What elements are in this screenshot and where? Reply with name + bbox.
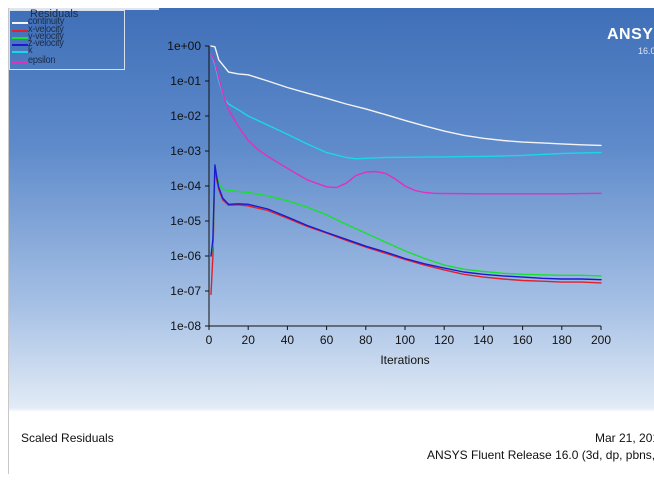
- y-tick-label: 1e-03: [170, 144, 201, 158]
- window-top-edge: [9, 8, 159, 10]
- legend-swatch-z-velocity: [12, 44, 28, 46]
- x-tick-label: 120: [434, 333, 454, 347]
- x-tick-label: 160: [513, 333, 533, 347]
- x-axis-label: Iterations: [380, 353, 429, 367]
- x-tick-label: 100: [395, 333, 415, 347]
- y-tick-label: 1e-01: [170, 74, 201, 88]
- series-line-continuity: [210, 45, 602, 147]
- legend-item-x-velocity: x-velocity: [12, 24, 124, 35]
- legend-item-continuity: continuity: [12, 16, 124, 27]
- x-tick-label: 60: [320, 333, 334, 347]
- legend-item-k: k: [12, 45, 124, 56]
- x-tick-label: 80: [359, 333, 373, 347]
- legend: Residuals continuity x-velocity y-veloci…: [9, 8, 125, 70]
- ansys-version: 16.0: [638, 46, 654, 56]
- series-line-y-velocity: [210, 168, 602, 277]
- plot-name: Scaled Residuals: [21, 431, 114, 445]
- legend-label-x-velocity: x-velocity: [28, 24, 64, 35]
- y-tick-label: 1e-04: [170, 179, 201, 193]
- x-tick-label: 20: [242, 333, 256, 347]
- series-line-z-velocity: [210, 164, 602, 281]
- y-tick-label: 1e-07: [170, 284, 201, 298]
- series-line-k: [210, 53, 602, 160]
- residuals-chart: 1e+00 1e-01 1e-02 1e-03 1e-04 1e-05 1e-06 1e-07…: [167, 39, 611, 367]
- legend-label-z-velocity: z-velocity: [28, 38, 64, 49]
- series-line-x-velocity: [210, 168, 602, 296]
- legend-item-epsilon: epsilon: [12, 55, 124, 66]
- y-tick-label: 1e-02: [170, 109, 201, 123]
- legend-label-k: k: [28, 45, 33, 56]
- y-tick-label: 1e+00: [167, 39, 201, 53]
- legend-label-continuity: continuity: [28, 16, 65, 27]
- y-tick-label: 1e-05: [170, 214, 201, 228]
- legend-label-epsilon: epsilon: [28, 55, 56, 66]
- plot-date: Mar 21, 201: [595, 431, 654, 445]
- y-tick-label: 1e-08: [170, 319, 201, 333]
- y-tick-label: 1e-06: [170, 249, 201, 263]
- legend-item-z-velocity: z-velocity: [12, 38, 124, 49]
- legend-swatch-y-velocity: [12, 37, 28, 39]
- x-tick-label: 0: [206, 333, 213, 347]
- x-tick-label: 200: [591, 333, 611, 347]
- series-line-epsilon: [210, 53, 602, 195]
- legend-label-y-velocity: y-velocity: [28, 31, 64, 42]
- legend-title: Residuals: [30, 8, 79, 20]
- x-tick-label: 140: [473, 333, 493, 347]
- legend-swatch-epsilon: [12, 61, 28, 63]
- legend-item-y-velocity: y-velocity: [12, 31, 124, 42]
- legend-swatch-continuity: [12, 22, 28, 24]
- graphics-window: Residuals continuity x-velocity y-veloci…: [8, 8, 654, 474]
- release-info: ANSYS Fluent Release 16.0 (3d, dp, pbns,…: [427, 448, 654, 462]
- legend-swatch-x-velocity: [12, 30, 28, 32]
- legend-swatch-k: [12, 51, 28, 53]
- x-tick-label: 40: [281, 333, 295, 347]
- x-tick-label: 180: [552, 333, 572, 347]
- ansys-logo-text: ANSYS: [607, 26, 654, 43]
